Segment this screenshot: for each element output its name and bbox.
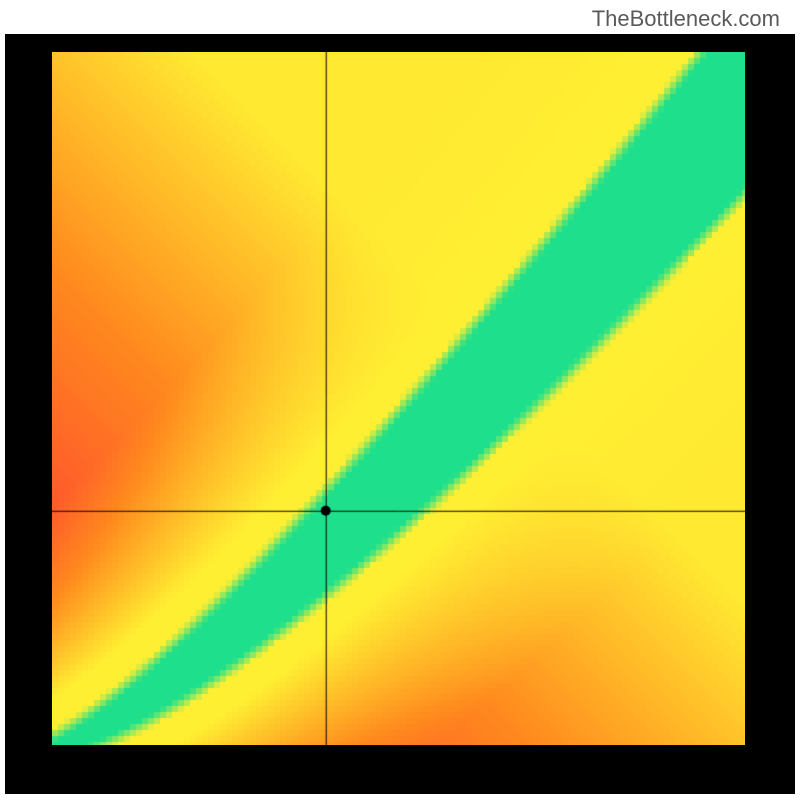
watermark-text: TheBottleneck.com <box>592 6 780 32</box>
chart-container: TheBottleneck.com <box>0 0 800 800</box>
crosshair-overlay <box>52 52 745 745</box>
